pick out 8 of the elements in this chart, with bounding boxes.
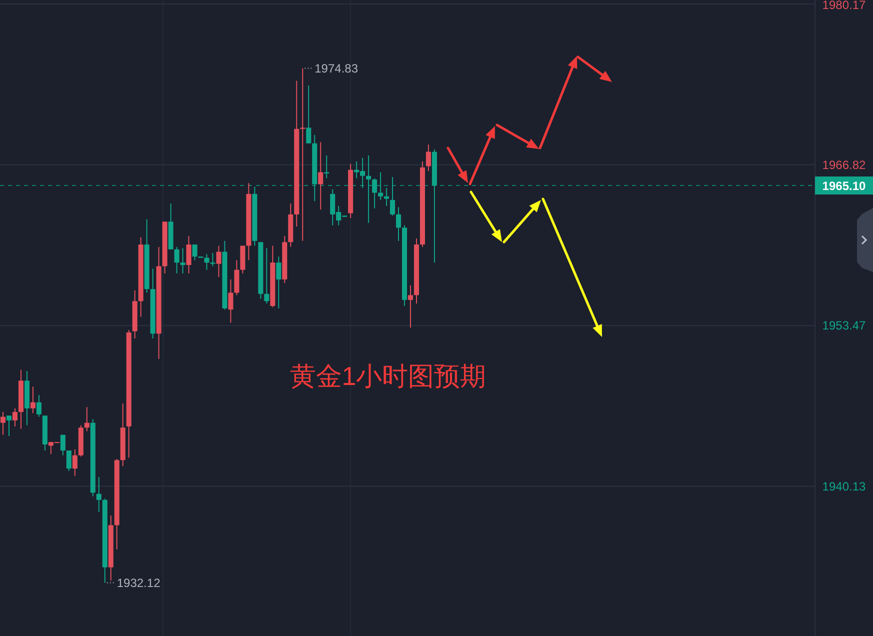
- annotation: 1932.12: [116, 576, 161, 590]
- y-tick-label: 1966.82: [822, 158, 866, 172]
- y-tick-label: 1980.17: [822, 0, 866, 12]
- annotation: 黄金1小时图预期: [290, 361, 486, 391]
- y-tick-label: 1953.47: [822, 318, 866, 333]
- ref-line-label: 1965.10: [822, 179, 866, 193]
- y-tick-label: 1940.13: [822, 479, 866, 494]
- annotation: 1974.83: [314, 61, 358, 76]
